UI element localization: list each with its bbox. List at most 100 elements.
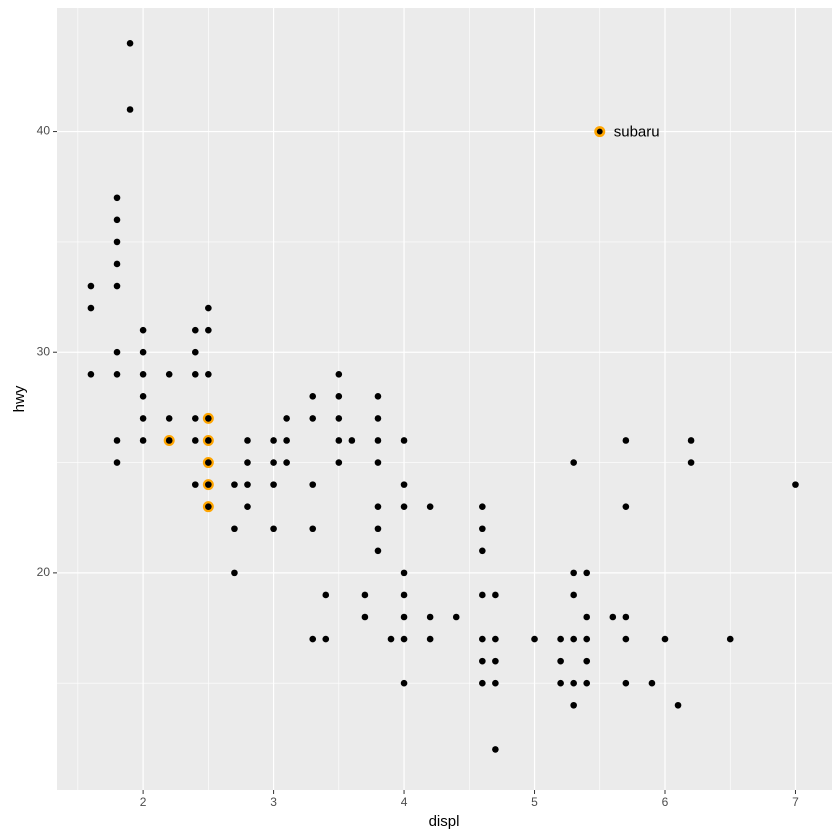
point (622, 503, 630, 510)
point (492, 591, 499, 599)
point (426, 613, 434, 621)
point (139, 326, 147, 334)
point (374, 393, 382, 400)
point (283, 415, 290, 422)
point (113, 194, 121, 202)
point (283, 459, 290, 466)
point (113, 238, 121, 246)
point (191, 348, 199, 356)
point (400, 481, 408, 488)
point (244, 503, 251, 510)
point (400, 591, 408, 599)
point (335, 393, 343, 400)
point (231, 569, 238, 577)
point (270, 481, 277, 488)
point (309, 393, 317, 400)
point (139, 370, 147, 378)
point (726, 635, 734, 643)
point (244, 437, 251, 444)
point (374, 459, 382, 466)
point (479, 503, 486, 510)
point (361, 613, 369, 621)
point (557, 679, 564, 687)
panel (57, 8, 832, 790)
point (622, 679, 630, 687)
point (583, 569, 591, 577)
point (622, 613, 630, 621)
point (335, 415, 343, 422)
point (113, 348, 121, 356)
point (87, 282, 95, 290)
point (387, 635, 395, 643)
point (687, 437, 695, 444)
point (570, 635, 577, 643)
point (191, 326, 199, 334)
x-tick-label: 2 (140, 795, 147, 809)
point (205, 304, 212, 312)
point (531, 635, 538, 643)
point (479, 547, 486, 555)
point (165, 370, 173, 378)
annotation: subaru (614, 124, 660, 141)
point (283, 437, 290, 444)
point (244, 459, 251, 466)
point (205, 437, 212, 444)
point (583, 613, 591, 621)
y-tick-label: 30 (37, 344, 51, 358)
point (609, 613, 617, 621)
point (309, 481, 317, 488)
point (492, 635, 499, 643)
point (139, 415, 147, 422)
point (374, 437, 382, 444)
point (270, 459, 277, 466)
y-tick-label: 20 (37, 565, 51, 579)
point (570, 701, 577, 709)
y-axis-title: hwy (11, 385, 28, 412)
point (270, 437, 277, 444)
point (479, 525, 486, 533)
point (479, 657, 486, 665)
point (374, 547, 382, 555)
point (205, 481, 212, 488)
point (570, 459, 577, 466)
point (622, 635, 630, 643)
point (231, 481, 238, 488)
point (205, 326, 212, 334)
point (309, 525, 317, 533)
x-tick-label: 6 (662, 795, 669, 809)
point (231, 525, 238, 533)
point (479, 591, 486, 599)
point (400, 613, 408, 621)
point (322, 591, 330, 599)
point (139, 437, 147, 444)
point (113, 370, 121, 378)
point (661, 635, 669, 643)
point (492, 657, 499, 665)
point (400, 503, 408, 510)
point (400, 635, 408, 643)
point (374, 525, 382, 533)
point (570, 591, 577, 599)
point (335, 459, 343, 466)
point (348, 437, 356, 444)
point (113, 282, 121, 290)
point (191, 370, 199, 378)
point (792, 481, 799, 488)
x-tick-label: 3 (270, 795, 277, 809)
point (400, 569, 408, 577)
point (492, 746, 499, 753)
point (113, 260, 121, 268)
point (87, 370, 95, 378)
point (139, 393, 147, 400)
point (309, 415, 317, 422)
point (687, 459, 695, 466)
x-tick-label: 4 (401, 795, 408, 809)
point (113, 216, 121, 224)
point (374, 503, 382, 510)
point (191, 415, 199, 422)
highlight-point (594, 126, 606, 138)
point (583, 657, 591, 665)
point (87, 304, 95, 312)
x-axis-title: displ (429, 813, 460, 830)
